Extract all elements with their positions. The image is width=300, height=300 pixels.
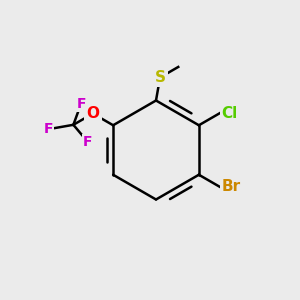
Text: F: F <box>83 135 93 149</box>
Text: F: F <box>44 122 53 136</box>
Text: Br: Br <box>221 179 240 194</box>
Text: Cl: Cl <box>221 106 237 121</box>
Text: O: O <box>86 106 99 121</box>
Text: F: F <box>76 97 86 111</box>
Text: S: S <box>154 70 166 85</box>
